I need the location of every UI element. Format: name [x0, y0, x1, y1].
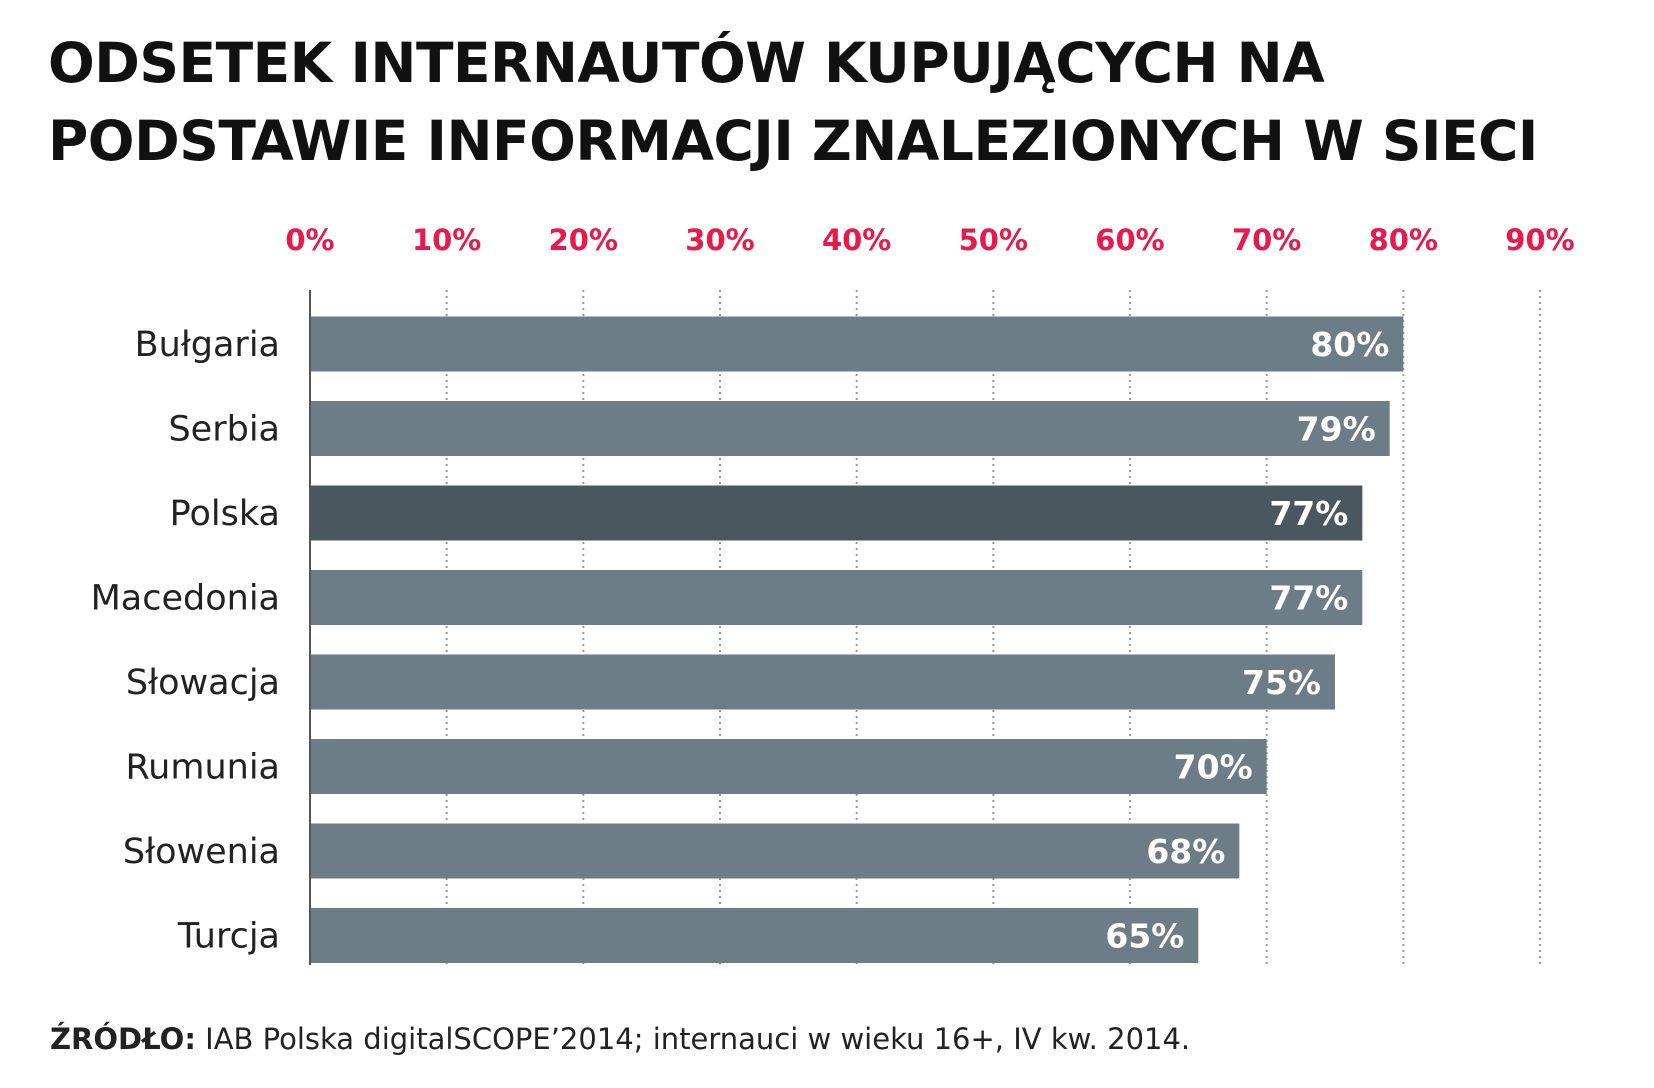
category-label: Bułgaria [135, 325, 280, 365]
bar-chart: 0% 10% 20% 30% 40% 50% 60% 70% 80% 90% Bułgaria Se… [91, 223, 1575, 965]
value-label: 77% [1269, 494, 1348, 533]
bar-6 [310, 823, 1240, 879]
category-label: Turcja [177, 917, 280, 957]
source-label: ŹRÓDŁO: [50, 1022, 196, 1056]
value-label: 70% [1174, 748, 1253, 787]
x-tick-label: 20% [549, 223, 618, 257]
category-label: Macedonia [91, 579, 280, 619]
category-label: Słowacja [126, 663, 280, 703]
source-note: ŹRÓDŁO: IAB Polska digitalSCOPE’2014; in… [50, 1022, 1190, 1056]
x-tick-label: 80% [1369, 223, 1438, 257]
bar-4 [310, 654, 1335, 710]
x-tick-label: 90% [1505, 223, 1574, 257]
x-tick-label: 40% [822, 223, 891, 257]
category-label: Serbia [168, 410, 280, 450]
grid-lines [445, 290, 1541, 965]
bar-7 [310, 908, 1199, 963]
bars [310, 316, 1404, 963]
value-label: 79% [1297, 410, 1376, 449]
value-label: 75% [1242, 663, 1321, 702]
bar-0 [310, 316, 1404, 372]
value-label: 68% [1146, 832, 1225, 871]
x-tick-label: 10% [412, 223, 481, 257]
x-tick-label: 60% [1095, 223, 1164, 257]
x-tick-label: 50% [959, 223, 1028, 257]
bar-3 [310, 570, 1363, 625]
value-labels: 80% 79% 77% 77% 75% 70% 68% 65% [1105, 325, 1389, 956]
category-label: Polska [170, 494, 280, 534]
source-text: IAB Polska digitalSCOPE’2014; internauci… [195, 1022, 1191, 1056]
chart-title: ODSETEK INTERNAUTÓW KUPUJĄCYCH NA PODSTA… [48, 31, 1538, 173]
bar-2 [310, 485, 1363, 541]
value-label: 65% [1105, 917, 1184, 956]
category-label: Rumunia [125, 748, 280, 788]
category-labels: Bułgaria Serbia Polska Macedonia Słowacja Rum… [91, 325, 280, 957]
bar-5 [310, 739, 1267, 794]
x-tick-label: 0% [285, 223, 334, 257]
bar-1 [310, 401, 1390, 456]
value-label: 77% [1269, 579, 1348, 618]
value-label: 80% [1310, 325, 1389, 364]
x-axis-tick-labels: 0% 10% 20% 30% 40% 50% 60% 70% 80% 90% [285, 223, 1574, 257]
category-label: Słowenia [123, 832, 280, 872]
x-tick-label: 70% [1232, 223, 1301, 257]
x-tick-label: 30% [685, 223, 754, 257]
